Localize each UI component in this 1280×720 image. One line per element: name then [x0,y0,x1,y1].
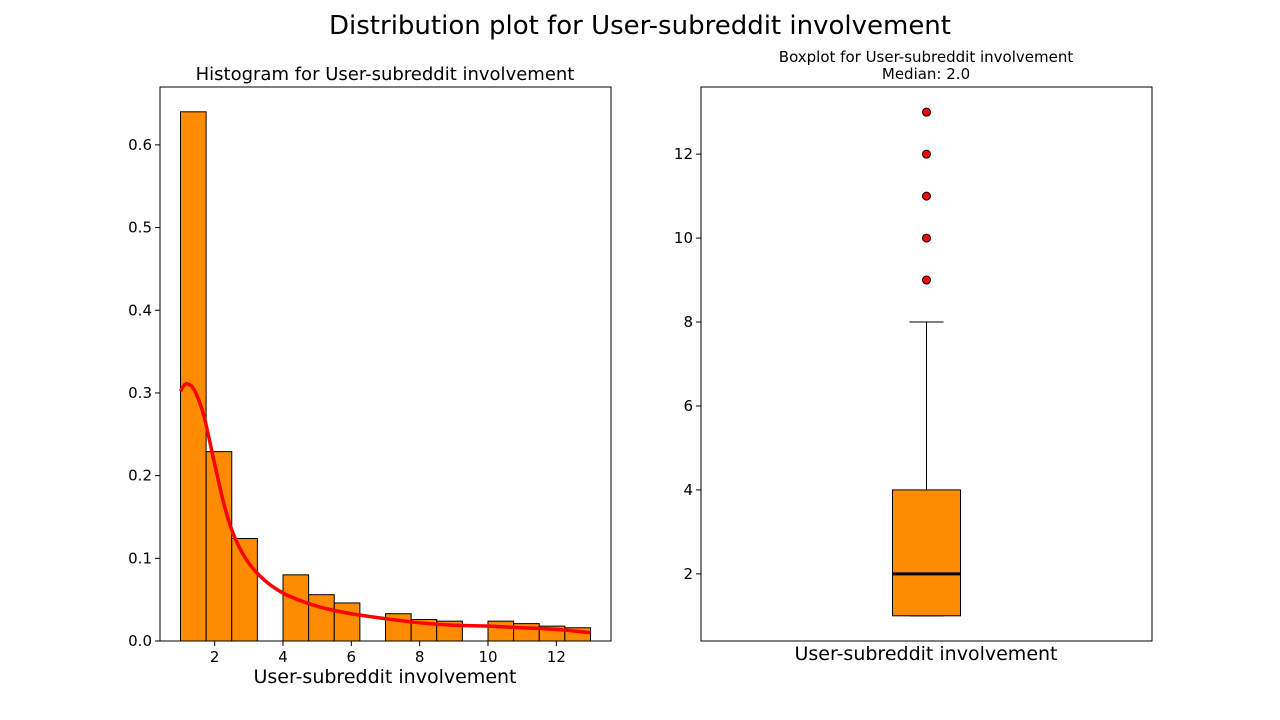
histogram-x-tick-label: 10 [478,648,497,666]
outlier-point [922,233,931,243]
histogram-panel: Histogram for User-subreddit involvement… [128,64,612,688]
outlier-point [922,191,931,201]
boxplot-y-tick-label: 2 [683,565,693,583]
histogram-y-tick-label: 0.5 [128,219,152,237]
boxplot-y-tick-label: 6 [683,397,693,415]
histogram-bar [180,111,207,642]
boxplot-shapes [892,107,961,617]
figure-title: Distribution plot for User-subreddit inv… [329,11,951,41]
boxplot-panel: Boxplot for User-subreddit involvement M… [674,48,1153,665]
histogram-y-tick-label: 0.1 [128,549,152,567]
interquartile-box [892,489,961,617]
boxplot-title: Boxplot for User-subreddit involvement [779,48,1074,66]
histogram-y-tick-label: 0.6 [128,136,152,154]
histogram-title: Histogram for User-subreddit involvement [196,64,575,85]
histogram-y-ticks: 0.0 0.1 0.2 0.3 0.4 0.5 0.6 [128,136,160,650]
boxplot-median-label: Median: 2.0 [882,65,970,83]
histogram-bar [308,594,335,642]
boxplot-xlabel: User-subreddit involvement [794,643,1057,665]
outlier-point [922,107,931,117]
boxplot-y-tick-label: 12 [674,145,693,163]
histogram-bars [180,111,591,642]
histogram-bar [487,620,515,642]
boxplot-y-ticks: 2 4 6 8 10 12 [674,145,701,583]
histogram-x-tick-label: 2 [210,648,220,666]
boxplot-y-tick-label: 8 [683,313,693,331]
histogram-y-tick-label: 0.4 [128,301,152,319]
histogram-y-tick-label: 0.0 [128,632,152,650]
histogram-x-tick-label: 8 [415,648,425,666]
histogram-xlabel: User-subreddit involvement [253,666,516,688]
kde-curve [178,382,591,635]
histogram-y-tick-label: 0.3 [128,384,152,402]
histogram-y-tick-label: 0.2 [128,467,152,485]
histogram-x-tick-label: 4 [278,648,288,666]
histogram-x-tick-label: 6 [347,648,357,666]
outlier-point [922,275,931,285]
boxplot-frame [700,86,1153,642]
histogram-x-tick-label: 12 [547,648,566,666]
boxplot-y-tick-label: 4 [683,481,693,499]
outlier-point [922,149,931,159]
histogram-bar [282,574,310,642]
histogram-bar [333,602,361,642]
histogram-frame [159,86,612,642]
boxplot-y-tick-label: 10 [674,229,693,247]
histogram-x-ticks: 2 4 6 8 10 12 [210,641,566,666]
